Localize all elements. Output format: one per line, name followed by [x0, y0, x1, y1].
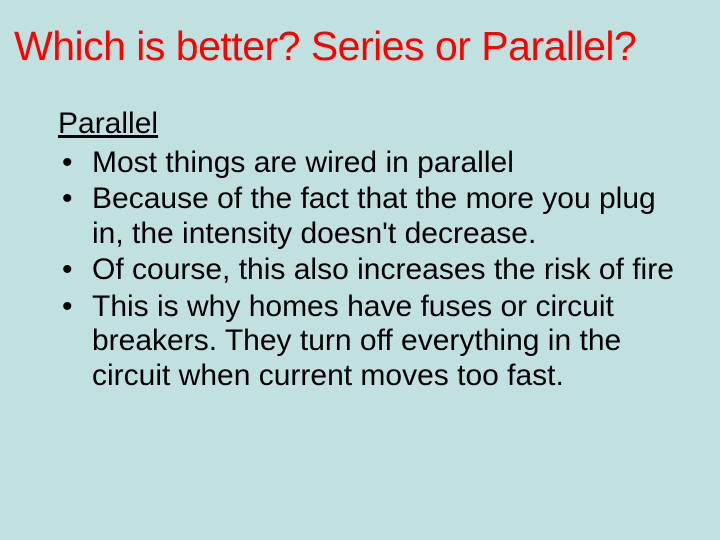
bullet-item: Most things are wired in parallel: [58, 146, 686, 181]
bullet-item: Of course, this also increases the risk …: [58, 253, 686, 288]
bullet-item: This is why homes have fuses or circuit …: [58, 290, 686, 394]
subheading: Parallel: [58, 107, 686, 142]
slide-container: Which is better? Series or Parallel? Par…: [0, 0, 720, 540]
bullet-list: Most things are wired in parallel Becaus…: [58, 146, 686, 394]
slide-content: Parallel Most things are wired in parall…: [14, 107, 706, 393]
slide-title: Which is better? Series or Parallel?: [14, 24, 706, 69]
bullet-item: Because of the fact that the more you pl…: [58, 182, 686, 251]
